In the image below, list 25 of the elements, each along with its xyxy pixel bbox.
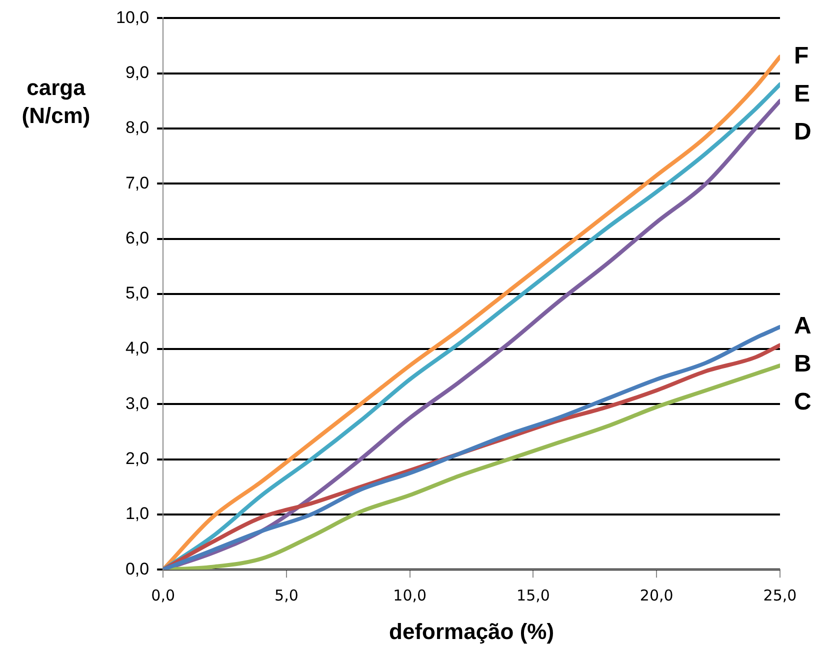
series-label: A [794, 312, 812, 340]
y-tick-label: 8,0 [125, 118, 150, 138]
y-tick-label: 5,0 [125, 284, 150, 303]
y-tick-label: 3,0 [125, 394, 150, 413]
x-axis-title: deformação (%) [389, 618, 554, 644]
series-label: D [794, 118, 812, 146]
series-label: C [794, 388, 812, 416]
y-tick-label: 1,0 [125, 504, 150, 524]
y-tick-label: 0,0 [125, 559, 150, 578]
series-label: B [794, 350, 812, 378]
x-tick-label: 5,0 [274, 586, 298, 604]
x-tick-label: 25,0 [763, 586, 797, 604]
y-tick-label: 7,0 [125, 173, 150, 192]
y-tick-label: 4,0 [125, 338, 150, 358]
y-tick-label: 9,0 [125, 63, 150, 82]
y-tick-label: 2,0 [125, 449, 150, 468]
y-tick-label: 10,0 [116, 8, 150, 27]
series-label: E [794, 80, 810, 108]
x-tick-label: 10,0 [393, 586, 427, 604]
x-tick-label: 20,0 [640, 586, 674, 604]
series-label: F [794, 42, 809, 70]
y-axis-title: carga (N/cm) [20, 74, 92, 130]
x-tick-label: 0,0 [151, 586, 176, 604]
y-tick-label: 6,0 [125, 228, 150, 248]
x-tick-label: 15,0 [516, 586, 550, 604]
